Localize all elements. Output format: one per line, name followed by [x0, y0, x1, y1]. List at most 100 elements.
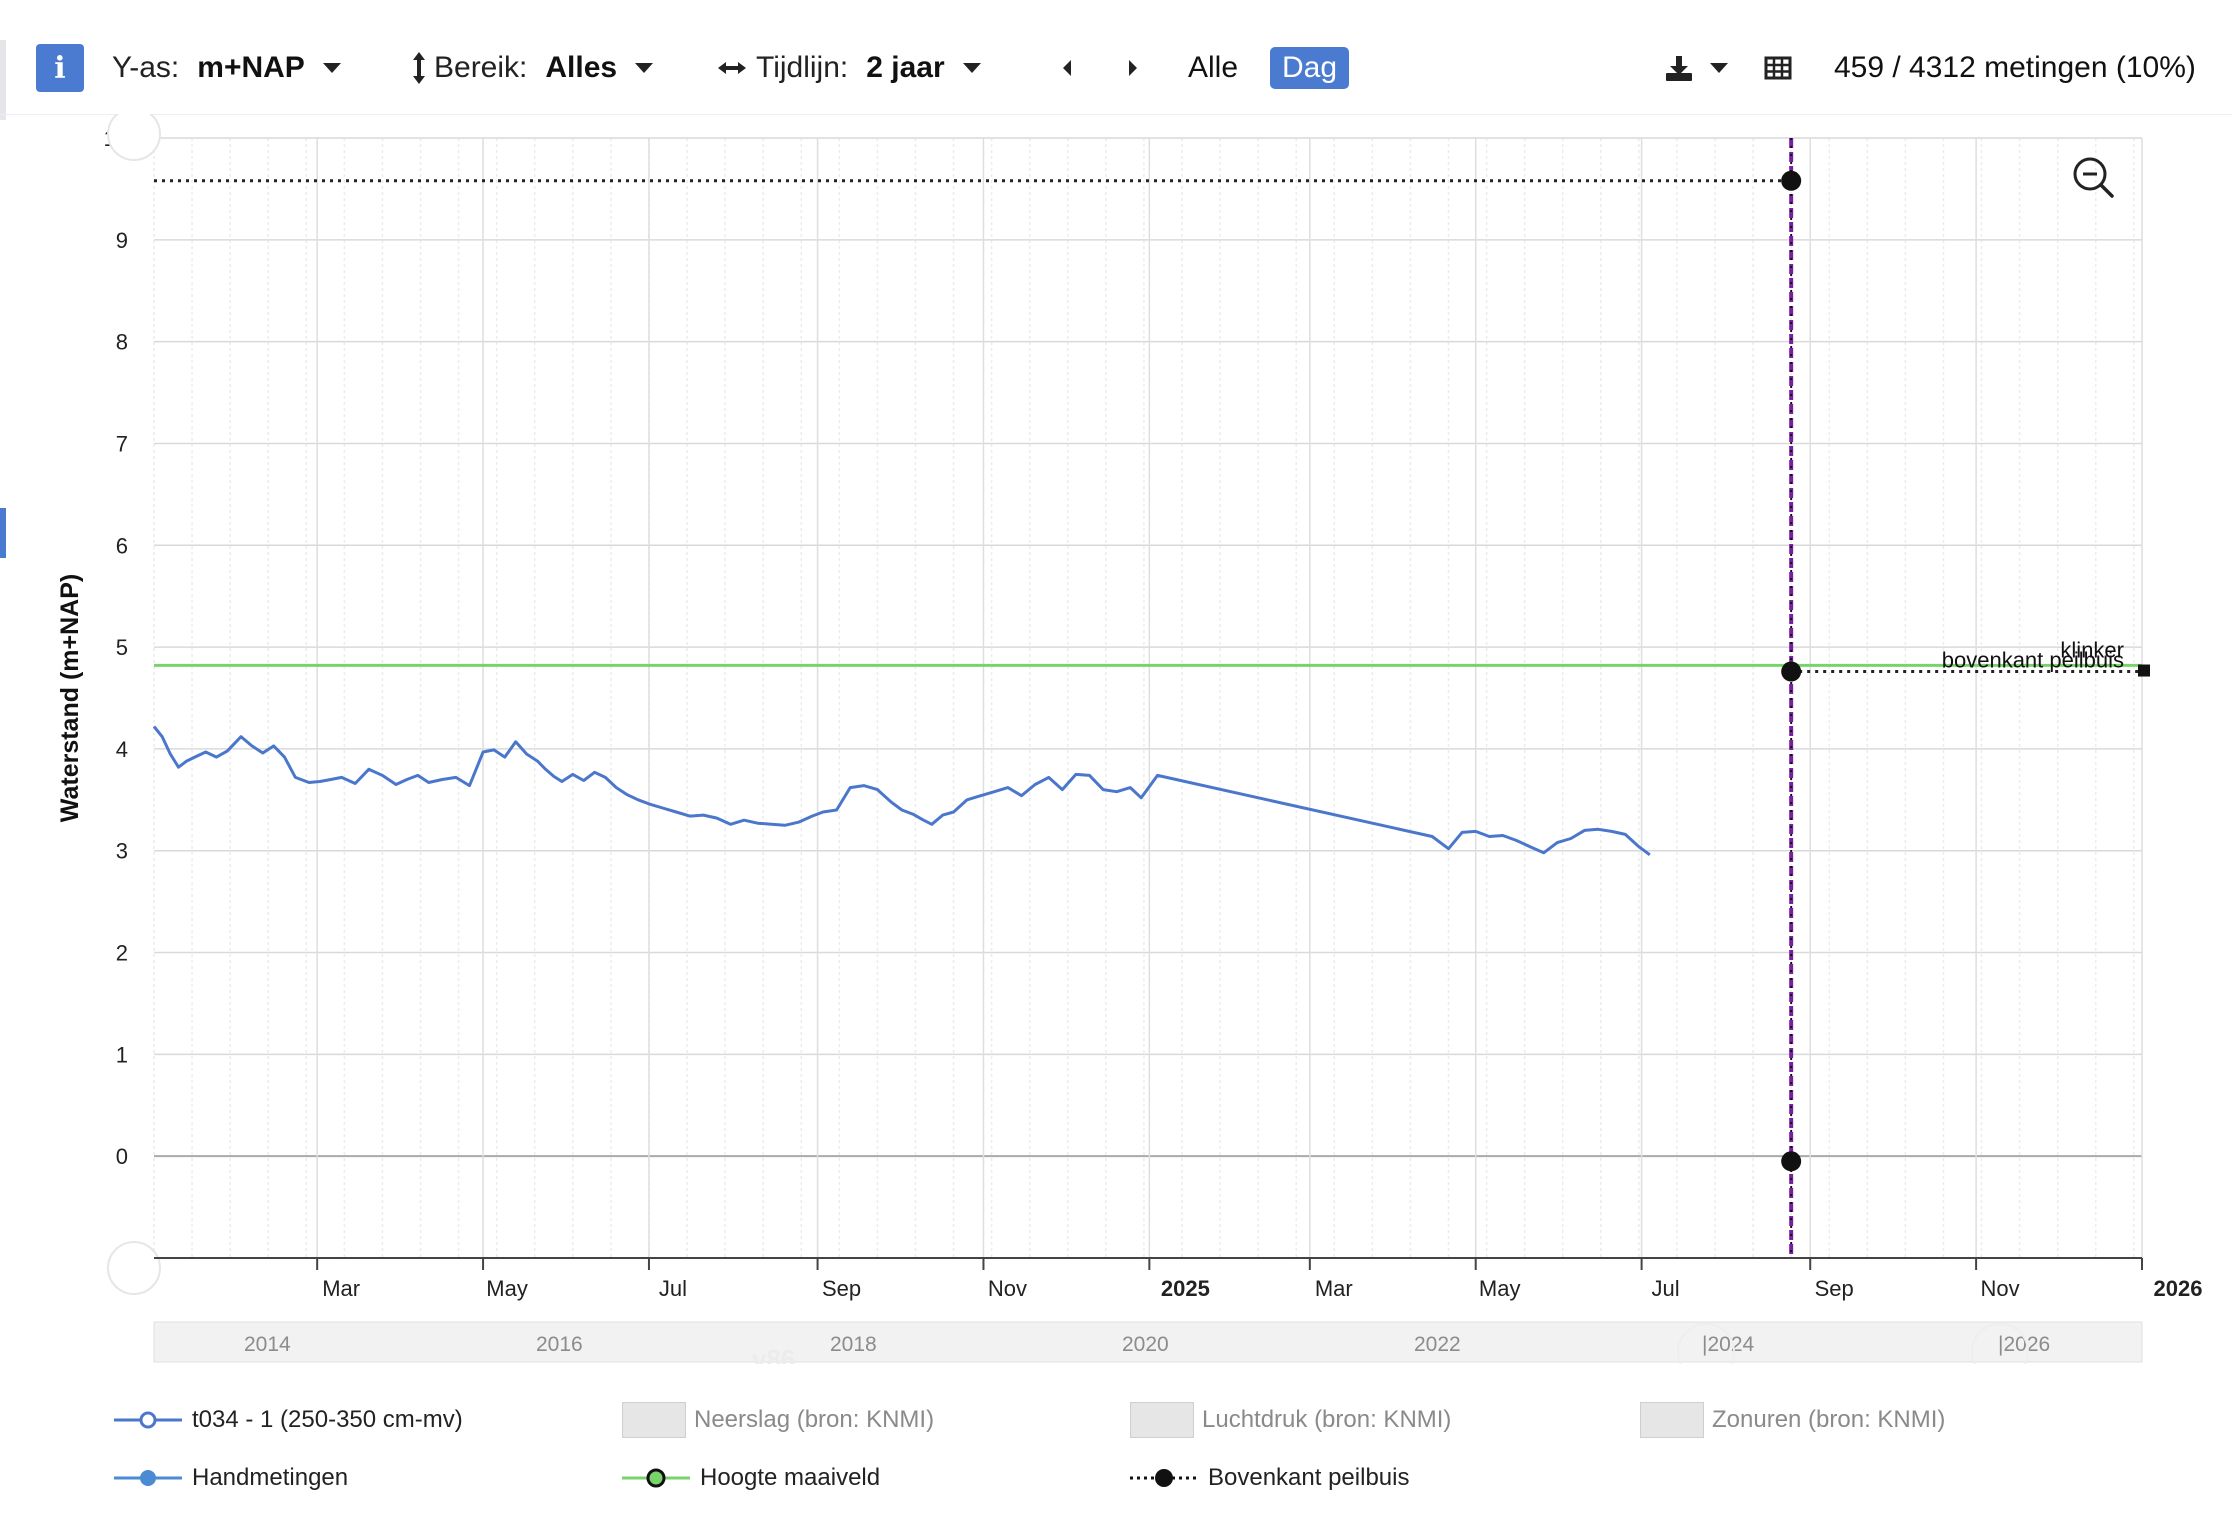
range-value: Alles	[545, 51, 618, 84]
legend-label: Neerslag (bron: KNMI)	[694, 1406, 935, 1433]
series-layer	[152, 663, 2142, 857]
timeline-label: Tijdlijn:	[756, 51, 849, 84]
y-scroll-handle[interactable]	[107, 114, 161, 161]
tube-point	[1781, 661, 1802, 682]
legend-item-ground-level[interactable]: Hoogte maaiveld	[622, 1458, 880, 1498]
legend-label: Luchtdruk (bron: KNMI)	[1202, 1406, 1452, 1433]
all-label: Alle	[1188, 51, 1239, 84]
info-label: i	[54, 50, 66, 86]
y-tick-label: 6	[116, 533, 128, 558]
navigator-handle[interactable]	[1971, 1323, 2029, 1364]
y-scroll-handle[interactable]	[107, 1241, 161, 1295]
navigator-label: |2024	[1702, 1333, 1754, 1356]
y-tick-label: 7	[116, 431, 128, 456]
download-icon	[1666, 56, 1692, 81]
previous-icon	[1063, 60, 1071, 76]
navigator-label: 2022	[1414, 1333, 1461, 1356]
x-tick-label: Mar	[322, 1276, 360, 1301]
download-button[interactable]	[1664, 38, 1728, 98]
y-tick-label: 5	[116, 635, 128, 660]
navigator[interactable]: 2014 2016 2018 2020 2022 |2024 |2026 v86	[153, 1321, 2143, 1364]
yaxis-label: Y-as:	[112, 51, 180, 84]
tube-top-line-icon	[1130, 1469, 1198, 1487]
manual-line-icon	[114, 1470, 182, 1486]
chart[interactable]: 109876543210-1 MarMayJulSepNov2025MarMay…	[0, 114, 2232, 1364]
left-rail-active[interactable]	[0, 508, 6, 558]
tube-point	[1781, 170, 1802, 191]
navigator-label: |2026	[1998, 1333, 2050, 1356]
horizontal-arrows-icon	[718, 62, 746, 74]
annotation-klinker: klinker	[2060, 637, 2124, 662]
watermark: v86	[752, 1344, 795, 1364]
x-axis: Mar May Jul Sep Nov 2025 Mar May Jul Sep Nov 2026	[154, 1257, 2203, 1301]
tube-point	[1781, 1151, 1802, 1172]
chevron-down-icon	[635, 63, 654, 73]
chevron-down-icon	[962, 63, 981, 73]
legend-item-air-pressure[interactable]: Luchtdruk (bron: KNMI)	[1130, 1400, 1451, 1440]
y-tick-label: 9	[116, 228, 128, 253]
day-button[interactable]: Dag	[1270, 38, 1350, 98]
legend-label: Bovenkant peilbuis	[1208, 1464, 1410, 1491]
x-tick-label: Jul	[659, 1276, 687, 1301]
legend-item-manual[interactable]: Handmetingen	[114, 1458, 348, 1498]
x-tick-label: Jul	[1652, 1276, 1680, 1301]
legend-item-series[interactable]: t034 - 1 (250-350 cm-mv)	[114, 1400, 463, 1440]
legend-item-tube-top[interactable]: Bovenkant peilbuis	[1130, 1458, 1409, 1498]
x-tick-label: 2025	[1161, 1276, 1210, 1301]
navigator-label: 2018	[830, 1333, 877, 1356]
y-axis-title: Waterstand (m+NAP)	[56, 574, 84, 822]
measurement-count: 459 / 4312 metingen (10%)	[1834, 38, 2196, 98]
navigator-handle[interactable]	[1677, 1323, 1735, 1364]
y-tick-label: 3	[116, 839, 128, 864]
timeline-value: 2 jaar	[866, 51, 945, 84]
navigator-label: 2020	[1122, 1333, 1169, 1356]
chevron-down-icon	[322, 63, 341, 73]
x-tick-label: Sep	[1815, 1276, 1854, 1301]
y-tick-label: 1	[116, 1042, 128, 1067]
timeline-selector[interactable]: Tijdlijn: 2 jaar	[716, 38, 981, 98]
water-level-line	[152, 725, 1651, 857]
left-rail	[0, 40, 6, 120]
vertical-arrows-icon	[413, 52, 425, 84]
chevron-down-icon	[1710, 63, 1728, 73]
x-tick-label: 2026	[2154, 1276, 2203, 1301]
zoom-out-icon[interactable]	[2073, 157, 2114, 198]
day-label: Dag	[1270, 47, 1350, 89]
next-button[interactable]	[1124, 38, 1142, 98]
table-icon	[1764, 56, 1792, 80]
x-tick-label: Nov	[1981, 1276, 2020, 1301]
yaxis-selector[interactable]: Y-as: m+NAP	[112, 38, 341, 98]
tube-end-marker	[2138, 664, 2150, 677]
range-label: Bereik:	[434, 51, 528, 84]
major-gridlines	[154, 137, 2143, 1259]
legend-swatch	[1130, 1402, 1194, 1438]
y-tick-label: 8	[116, 330, 128, 355]
ground-level-line-icon	[622, 1468, 690, 1488]
x-tick-label: Sep	[822, 1276, 861, 1301]
info-icon[interactable]: i	[36, 44, 84, 92]
count-text: 459 / 4312 metingen (10%)	[1834, 51, 2196, 84]
minor-gridlines	[153, 138, 2135, 1258]
x-tick-label: May	[1479, 1276, 1521, 1301]
all-button[interactable]: Alle	[1188, 38, 1238, 98]
legend-label: Handmetingen	[192, 1464, 349, 1491]
y-tick-label: 4	[116, 737, 128, 762]
legend-item-sunshine[interactable]: Zonuren (bron: KNMI)	[1640, 1400, 1945, 1440]
previous-button[interactable]	[1058, 38, 1076, 98]
legend-label: t034 - 1 (250-350 cm-mv)	[192, 1406, 463, 1433]
toolbar: i Y-as: m+NAP Bereik: Alles Tijdlijn: 2 …	[0, 0, 2232, 115]
y-tick-label: 2	[116, 941, 128, 966]
legend-swatch	[1640, 1402, 1704, 1438]
range-selector[interactable]: Bereik: Alles	[408, 38, 654, 98]
x-tick-label: Mar	[1315, 1276, 1353, 1301]
y-tick-label: 0	[116, 1144, 128, 1169]
yaxis-value: m+NAP	[197, 51, 305, 84]
navigator-label: 2014	[244, 1333, 291, 1356]
navigator-track	[153, 1321, 2143, 1363]
legend-item-precipitation[interactable]: Neerslag (bron: KNMI)	[622, 1400, 934, 1440]
x-tick-label: Nov	[988, 1276, 1027, 1301]
x-tick-label: May	[486, 1276, 528, 1301]
legend-label: Zonuren (bron: KNMI)	[1712, 1406, 1946, 1433]
table-button[interactable]	[1764, 38, 1792, 98]
